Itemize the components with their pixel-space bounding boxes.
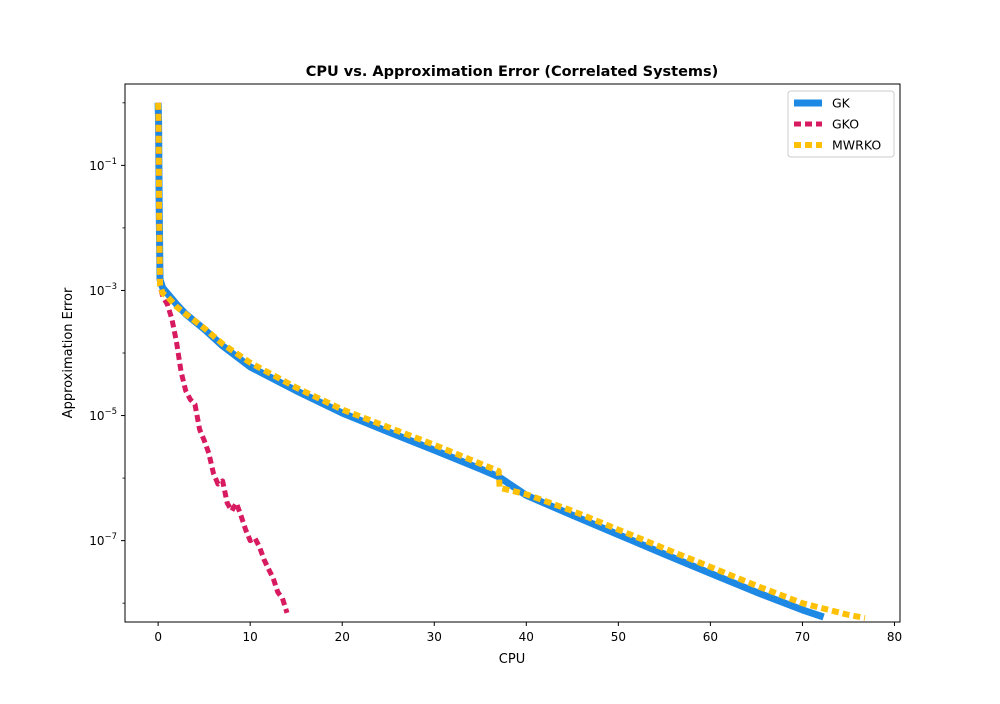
series-line-gk [154, 102, 825, 621]
legend-label-mwrko: MWRKO [832, 138, 881, 153]
x-tick-label: 80 [887, 630, 902, 644]
legend-box [787, 90, 895, 158]
legend-label-gk: GK [832, 96, 851, 111]
x-tick-label: 20 [335, 630, 350, 644]
x-tick-label: 70 [795, 630, 810, 644]
x-tick-label: 10 [243, 630, 258, 644]
x-tick-label: 50 [611, 630, 626, 644]
y-tick-label: 10−5 [89, 407, 117, 423]
x-tick-label: 0 [154, 630, 162, 644]
x-tick-label: 40 [519, 630, 534, 644]
series-line-gko [155, 102, 290, 614]
legend-label-gko: GKO [832, 117, 859, 132]
x-tick-label: 30 [427, 630, 442, 644]
y-tick-label: 10−7 [89, 532, 117, 548]
y-tick-label: 10−3 [89, 282, 117, 298]
chart-title: CPU vs. Approximation Error (Correlated … [306, 64, 719, 80]
x-tick-label: 60 [703, 630, 718, 644]
y-axis-label: Approximation Error [61, 287, 76, 418]
y-axis: 10−1 10−3 10−5 10−7 [89, 102, 125, 604]
x-axis-label: CPU [499, 652, 525, 667]
series-layer [154, 102, 866, 621]
x-axis: 0 10 20 30 40 50 60 70 80 [154, 622, 902, 644]
series-line-mwrko [155, 102, 866, 621]
legend: GK GKO MWRKO [787, 90, 895, 158]
plot-area [154, 102, 866, 621]
y-tick-label: 10−1 [89, 157, 117, 173]
